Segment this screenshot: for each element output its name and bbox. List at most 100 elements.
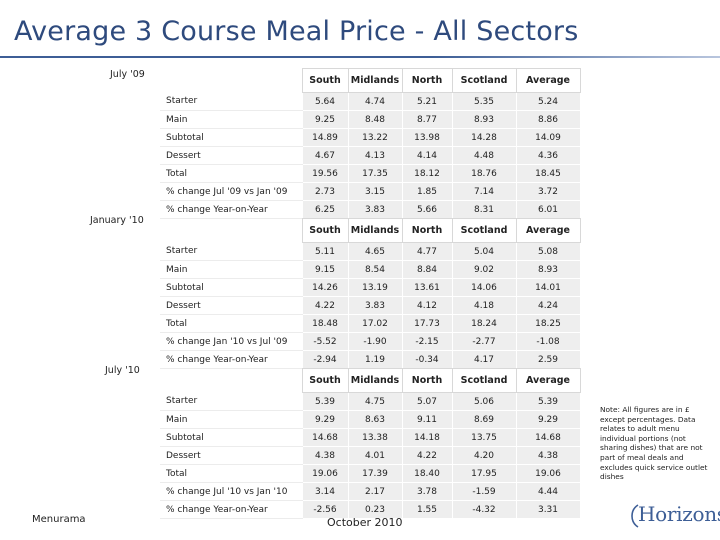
table-row: Total 19.56 17.35 18.12 18.76 18.45 <box>160 164 581 183</box>
table-cell: -1.90 <box>347 332 403 351</box>
table-row: % change Year-on-Year -2.94 1.19 -0.34 4.17 2… <box>160 350 581 369</box>
table-cell: 9.29 <box>301 410 349 429</box>
table-cell: 13.38 <box>347 428 403 447</box>
col-header-midlands: Midlands <box>347 368 403 393</box>
table-cell: 18.24 <box>451 314 517 333</box>
col-header-north: North <box>401 368 453 393</box>
footer-date: October 2010 <box>327 516 403 529</box>
table-row: Subtotal 14.68 13.38 14.18 13.75 14.68 <box>160 428 581 447</box>
row-label: Subtotal <box>160 128 302 147</box>
table-cell: 3.15 <box>347 182 403 201</box>
table-cell: 9.15 <box>301 260 349 279</box>
table-cell: 18.48 <box>301 314 349 333</box>
table-cell: -5.52 <box>301 332 349 351</box>
table-cell: 7.14 <box>451 182 517 201</box>
col-header-south: South <box>301 218 349 243</box>
row-label: Main <box>160 260 302 279</box>
table-cell: 9.11 <box>401 410 453 429</box>
table-cell: 4.75 <box>347 392 403 411</box>
table-cell: -2.77 <box>451 332 517 351</box>
table-row: Main 9.25 8.48 8.77 8.93 8.86 <box>160 110 581 129</box>
table-header-row: South Midlands North Scotland Average <box>160 68 581 93</box>
row-label: Dessert <box>160 146 302 165</box>
col-header-midlands: Midlands <box>347 218 403 243</box>
table-cell: 4.12 <box>401 296 453 315</box>
col-header-scotland: Scotland <box>451 68 517 93</box>
table-cell: 13.98 <box>401 128 453 147</box>
price-table-jul10: South Midlands North Scotland Average St… <box>160 368 581 519</box>
table-row: % change Year-on-Year 6.25 3.83 5.66 8.31 6.0… <box>160 200 581 219</box>
table-cell: 8.48 <box>347 110 403 129</box>
table-cell: 19.06 <box>301 464 349 483</box>
table-row: Main 9.29 8.63 9.11 8.69 9.29 <box>160 410 581 429</box>
col-header-north: North <box>401 218 453 243</box>
page-title: Average 3 Course Meal Price - All Sector… <box>14 16 579 47</box>
table-cell: 4.44 <box>515 482 581 501</box>
table-cell: -4.32 <box>451 500 517 519</box>
price-table-jan10: South Midlands North Scotland Average St… <box>160 218 581 369</box>
table-cell: 4.77 <box>401 242 453 261</box>
row-label: Starter <box>160 392 302 411</box>
table-cell: 8.93 <box>515 260 581 279</box>
table-cell: 17.35 <box>347 164 403 183</box>
row-label: Dessert <box>160 446 302 465</box>
table-cell: 9.29 <box>515 410 581 429</box>
table-cell: -1.08 <box>515 332 581 351</box>
table-cell: 8.86 <box>515 110 581 129</box>
table-header-row: South Midlands North Scotland Average <box>160 218 581 243</box>
table-cell: 8.84 <box>401 260 453 279</box>
table-cell: 14.06 <box>451 278 517 297</box>
table-cell: 3.78 <box>401 482 453 501</box>
table-cell: 13.19 <box>347 278 403 297</box>
table-cell: 14.89 <box>301 128 349 147</box>
table-cell: 1.19 <box>347 350 403 369</box>
table-cell: 1.55 <box>401 500 453 519</box>
table-cell: 18.76 <box>451 164 517 183</box>
table-cell: 9.02 <box>451 260 517 279</box>
period-label-jul09: July '09 <box>110 69 145 80</box>
table-cell: 19.56 <box>301 164 349 183</box>
row-label: % change Year-on-Year <box>160 350 302 369</box>
table-cell: 13.61 <box>401 278 453 297</box>
table-row: % change Jul '10 vs Jan '10 3.14 2.17 3.78-… <box>160 482 581 501</box>
row-label: % change Jul '09 vs Jan '09 <box>160 182 302 201</box>
title-divider <box>0 56 720 58</box>
table-cell: 2.73 <box>301 182 349 201</box>
table-cell: 8.77 <box>401 110 453 129</box>
table-cell: 8.63 <box>347 410 403 429</box>
table-cell: 3.14 <box>301 482 349 501</box>
row-label: Subtotal <box>160 428 302 447</box>
table-cell: 14.68 <box>301 428 349 447</box>
horizons-logo: Horizons <box>628 502 720 530</box>
table-cell: 18.12 <box>401 164 453 183</box>
table-cell: 13.22 <box>347 128 403 147</box>
row-label: % change Year-on-Year <box>160 200 302 219</box>
row-label: % change Year-on-Year <box>160 500 302 519</box>
table-row: % change Year-on-Year -2.56 0.23 1.55 -4.32 3… <box>160 500 581 519</box>
table-row: Subtotal 14.89 13.22 13.98 14.28 14.09 <box>160 128 581 147</box>
table-cell: 4.14 <box>401 146 453 165</box>
period-label-jul10: July '10 <box>105 365 140 376</box>
table-cell: 5.66 <box>401 200 453 219</box>
table-row: Subtotal 14.26 13.19 13.61 14.06 14.01 <box>160 278 581 297</box>
table-cell: 1.85 <box>401 182 453 201</box>
table-cell: 9.25 <box>301 110 349 129</box>
table-cell: 6.01 <box>515 200 581 219</box>
table-cell: 2.17 <box>347 482 403 501</box>
table-row: Dessert 4.67 4.13 4.14 4.48 4.36 <box>160 146 581 165</box>
col-header-midlands: Midlands <box>347 68 403 93</box>
header-blank <box>160 369 302 393</box>
table-cell: 4.22 <box>401 446 453 465</box>
table-row: Starter 5.11 4.65 4.77 5.04 5.08 <box>160 242 581 261</box>
row-label: Starter <box>160 92 302 111</box>
header-blank <box>160 219 302 243</box>
table-cell: 4.24 <box>515 296 581 315</box>
table-cell: 14.26 <box>301 278 349 297</box>
table-cell: 18.40 <box>401 464 453 483</box>
table-cell: 4.36 <box>515 146 581 165</box>
table-cell: 5.04 <box>451 242 517 261</box>
table-cell: 5.39 <box>301 392 349 411</box>
table-cell: 8.31 <box>451 200 517 219</box>
table-row: % change Jul '09 vs Jan '09 2.73 3.15 1.85 7… <box>160 182 581 201</box>
table-cell: 19.06 <box>515 464 581 483</box>
